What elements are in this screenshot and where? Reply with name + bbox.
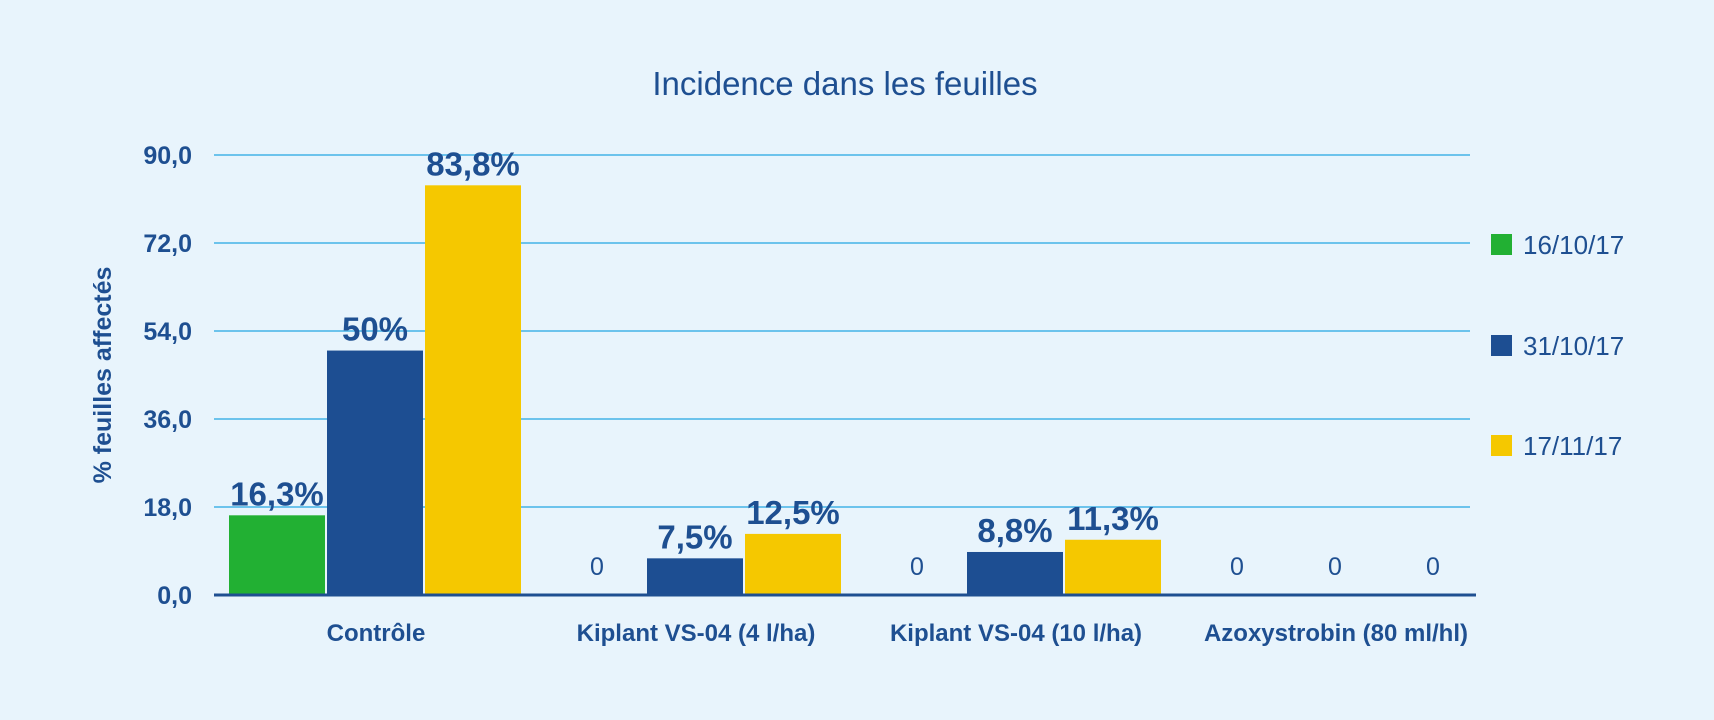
data-label: 0 — [1328, 553, 1342, 581]
data-label: 12,5% — [746, 494, 840, 531]
data-label: 0 — [910, 553, 924, 581]
bar — [327, 350, 423, 595]
data-label: 7,5% — [657, 518, 732, 555]
x-tick-label: Kiplant VS-04 (10 l/ha) — [890, 620, 1142, 647]
legend-label: 31/10/17 — [1523, 331, 1624, 361]
bar — [229, 515, 325, 595]
y-tick-label: 36,0 — [143, 406, 192, 434]
data-label: 83,8% — [426, 145, 520, 182]
y-tick-label: 54,0 — [143, 318, 192, 346]
legend-swatch — [1491, 435, 1512, 456]
bar — [425, 185, 521, 596]
y-tick-label: 18,0 — [143, 494, 192, 522]
data-label: 16,3% — [230, 475, 324, 512]
bar — [647, 558, 743, 595]
bar — [1065, 539, 1161, 595]
bar — [967, 551, 1063, 595]
legend-label: 16/10/17 — [1523, 230, 1624, 260]
bar — [745, 533, 841, 595]
data-label: 0 — [1230, 553, 1244, 581]
y-tick-label: 0,0 — [157, 582, 192, 610]
x-tick-label: Azoxystrobin (80 ml/hl) — [1204, 620, 1468, 647]
data-label: 0 — [590, 553, 604, 581]
legend-swatch — [1491, 234, 1512, 255]
legend-label: 17/11/17 — [1523, 431, 1622, 461]
data-label: 0 — [1426, 553, 1440, 581]
data-label: 11,3% — [1067, 500, 1159, 537]
y-axis-label: % feuilles affectés — [89, 267, 117, 484]
x-tick-label: Kiplant VS-04 (4 l/ha) — [577, 620, 816, 647]
legend-swatch — [1491, 335, 1512, 356]
x-tick-label: Contrôle — [327, 620, 426, 647]
y-tick-label: 72,0 — [143, 230, 192, 258]
y-tick-label: 90,0 — [143, 142, 192, 170]
chart-title: Incidence dans les feuilles — [652, 65, 1037, 102]
data-label: 8,8% — [977, 512, 1052, 549]
data-label: 50% — [342, 311, 408, 348]
